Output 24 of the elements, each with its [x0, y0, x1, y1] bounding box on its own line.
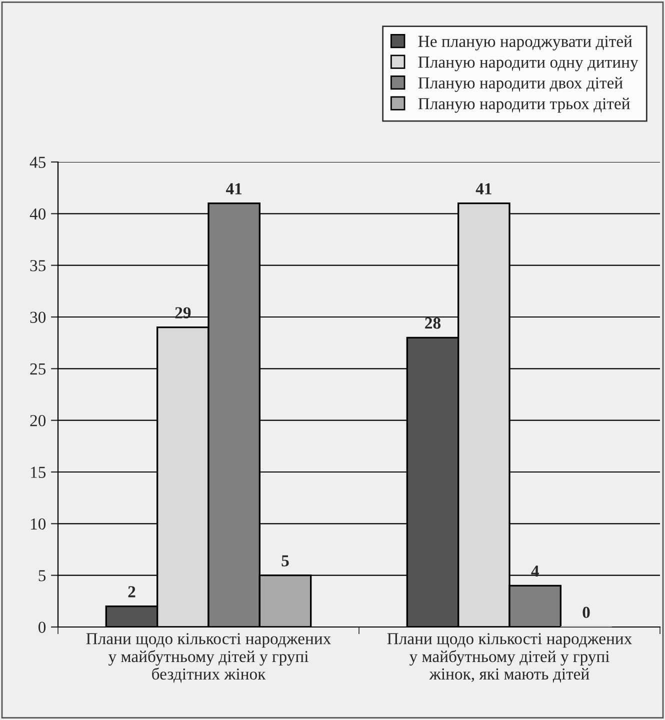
legend-label: Планую народити двох дітей — [418, 76, 623, 92]
y-tick-label: 30 — [30, 312, 46, 323]
x-tick-label: Плани щодо кількості народжених у майбутньому дітей у групі бездітних жінок — [86, 633, 331, 683]
y-tick-label: 45 — [30, 156, 46, 168]
data-label: 4 — [531, 566, 539, 577]
data-label: 0 — [582, 606, 590, 618]
legend-label: Планую народити одну дитину — [418, 56, 638, 72]
legend-label: Не планую народжувати дітей — [418, 35, 632, 50]
y-tick-label: 15 — [30, 466, 46, 478]
y-tick-label: 20 — [30, 415, 46, 426]
data-label: 5 — [282, 555, 289, 566]
y-tick-label: 40 — [30, 208, 46, 220]
data-label: 41 — [476, 183, 492, 194]
y-tick-label: 25 — [30, 363, 46, 375]
legend-label: Планую народити трьох дітей — [418, 98, 630, 113]
data-label: 28 — [425, 317, 441, 329]
data-label: 41 — [226, 183, 242, 194]
y-tick-label: 0 — [38, 622, 46, 633]
x-tick-label: Плани щодо кількості народжених у майбутньому дітей у групі жінок, які мають дітей — [387, 633, 632, 683]
data-label: 2 — [128, 586, 136, 598]
data-label: 29 — [175, 307, 191, 318]
y-tick-label: 35 — [30, 260, 46, 272]
y-tick-label: 10 — [30, 518, 46, 530]
y-tick-label: 5 — [38, 570, 46, 582]
